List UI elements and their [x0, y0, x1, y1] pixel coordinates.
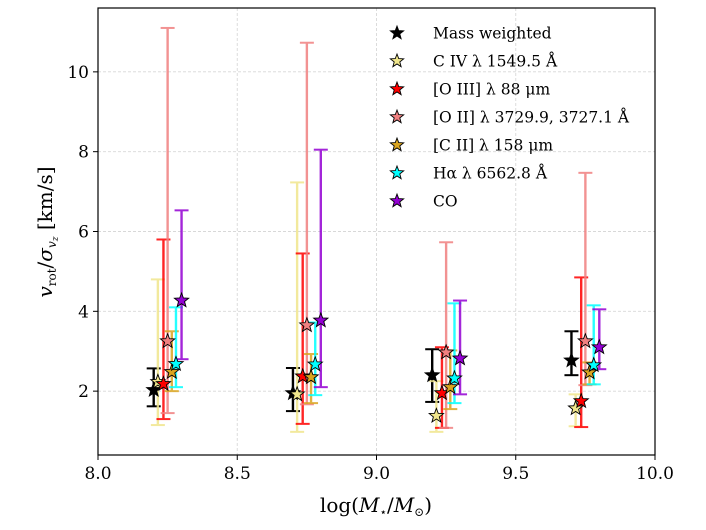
data-point-star	[163, 363, 181, 380]
data-point-star	[451, 349, 469, 366]
legend-star-icon	[389, 136, 405, 152]
data-point-star	[567, 399, 584, 416]
data-point-star	[572, 392, 590, 409]
data-point-star	[581, 363, 598, 380]
y-tick-label: 10	[67, 63, 89, 83]
data-point-star	[145, 381, 163, 398]
x-tick-label: 9.0	[363, 464, 390, 484]
data-point-star	[294, 367, 312, 384]
legend-entry-label: CO	[433, 193, 458, 211]
legend-entry-label: Hα λ 6562.8 Å	[433, 165, 548, 183]
y-tick-label: 6	[78, 223, 89, 243]
legend-star-icon	[389, 52, 405, 68]
data-point-star	[585, 356, 603, 373]
data-point-star	[441, 378, 459, 395]
data-point-star	[312, 311, 330, 328]
x-tick-label: 8.5	[224, 464, 251, 484]
legend-entry-label: [O II] λ 3729.9, 3727.1 Å	[433, 109, 630, 127]
x-tick-label: 9.5	[502, 464, 529, 484]
legend-entry-label: [O III] λ 88 μm	[433, 81, 550, 99]
legend-entry-label: [C II] λ 158 μm	[433, 137, 553, 155]
data-point-star	[302, 368, 320, 385]
data-point-star	[167, 355, 185, 372]
data-point-star	[298, 316, 316, 333]
errorbar	[299, 41, 314, 406]
y-tick-label: 4	[78, 302, 89, 322]
data-point-star	[288, 385, 306, 402]
x-axis-label: log(M⋆/M⊙)	[320, 493, 432, 519]
data-point-star	[173, 291, 190, 308]
x-tick-label: 8.0	[84, 464, 111, 484]
legend-star-icon	[389, 108, 405, 124]
data-point-star	[590, 338, 608, 355]
legend-star-icon	[389, 24, 405, 40]
data-point-star	[437, 343, 455, 360]
data-point-star	[306, 355, 324, 372]
data-point-star	[563, 351, 580, 368]
x-tick-label: 10.0	[636, 464, 674, 484]
y-tick-label: 2	[78, 382, 89, 402]
legend-star-icon	[389, 164, 405, 180]
legend-entry-label: Mass weighted	[433, 25, 552, 43]
legend: Mass weighted C IV λ 1549.5 Å [O III] λ 88…	[389, 24, 630, 211]
data-point-star	[155, 375, 172, 392]
data-point-star	[423, 366, 441, 383]
marker-layer	[145, 291, 608, 424]
tick-layer: 8.0 8.5 9.0 9.5 10.0 2 4 6 8 10	[67, 63, 674, 484]
grid-layer	[98, 8, 655, 455]
errorbar	[453, 299, 468, 396]
data-point-star	[446, 369, 463, 386]
errorbar	[313, 148, 328, 389]
errorbar	[160, 26, 175, 415]
legend-star-icon	[389, 192, 405, 208]
data-point-star	[159, 332, 176, 349]
y-tick-label: 8	[78, 143, 89, 163]
data-point-star	[577, 332, 594, 349]
data-point-star	[428, 407, 445, 424]
legend-entry-label: C IV λ 1549.5 Å	[433, 53, 558, 71]
y-axis-label: vrot/σvz [km/s]	[33, 166, 61, 297]
legend-star-icon	[389, 80, 405, 96]
